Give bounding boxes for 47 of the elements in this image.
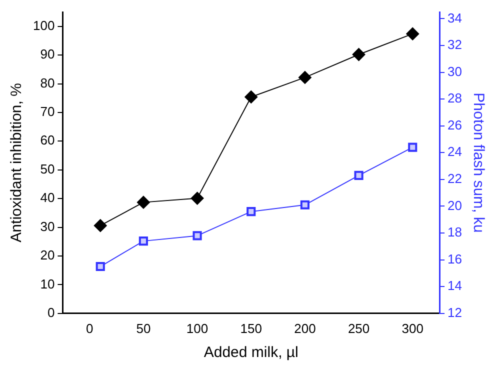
- x-tick-label: 100: [186, 320, 208, 336]
- y-tick-label: 90: [40, 46, 55, 62]
- y2-tick-label: 18: [448, 224, 462, 240]
- y2-tick-label: 12: [448, 304, 462, 320]
- point: [96, 262, 105, 272]
- y2-tick-label: 26: [448, 117, 462, 132]
- point: [190, 192, 204, 205]
- y2-tick-label: 24: [448, 144, 462, 160]
- point: [298, 70, 312, 84]
- y-tick-label: 0: [47, 304, 55, 320]
- x-tick-label: 0: [86, 320, 94, 336]
- point: [136, 196, 150, 209]
- y-tick-label: 80: [40, 75, 55, 90]
- y2-tick-label: 32: [448, 37, 462, 52]
- y-tick-label: 50: [40, 161, 55, 176]
- y2-tick-label: 20: [448, 198, 462, 213]
- y-tick-label: 70: [40, 104, 55, 120]
- point: [300, 200, 310, 210]
- y2-tick-label: 16: [448, 251, 462, 266]
- y-tick-label: 40: [40, 190, 55, 206]
- x-tick-label: 250: [348, 320, 370, 336]
- y-tick-label: 100: [32, 18, 55, 33]
- y2-tick-label: 28: [448, 90, 462, 106]
- y-tick-label: 60: [40, 132, 55, 148]
- point: [244, 90, 258, 104]
- x-tick-label: 200: [294, 320, 316, 336]
- point: [352, 48, 366, 61]
- x-tick-label: 150: [240, 320, 262, 336]
- y2-tick-label: 34: [448, 10, 462, 26]
- point: [408, 142, 418, 152]
- x-tick-label: 50: [136, 320, 151, 336]
- x-axis-title: Added milk, µl: [204, 344, 298, 362]
- y2-axis-title: Photon flash sum, ku: [470, 92, 487, 233]
- point: [138, 236, 148, 246]
- point: [192, 231, 202, 240]
- x-tick-label: 300: [402, 320, 424, 336]
- y2-tick-label: 14: [448, 278, 462, 294]
- y2-tick-label: 22: [448, 171, 462, 186]
- y-tick-label: 20: [40, 248, 55, 263]
- y-axis-title: Antioxidant inhibition, %: [8, 83, 26, 242]
- point: [94, 219, 107, 232]
- point: [354, 170, 364, 180]
- y-tick-label: 30: [40, 218, 55, 234]
- y2-tick-label: 30: [448, 64, 462, 79]
- point: [406, 27, 420, 40]
- point: [246, 207, 256, 216]
- y-tick-label: 10: [40, 276, 55, 292]
